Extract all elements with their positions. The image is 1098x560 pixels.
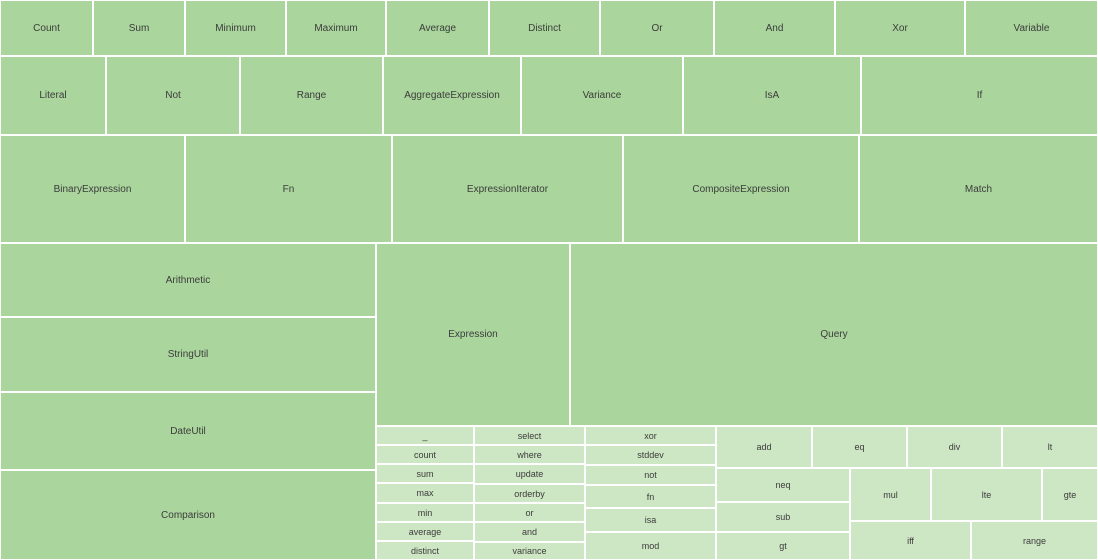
cell-iff-fn[interactable]: iff [850, 521, 971, 560]
cell-div-fn[interactable]: div [907, 426, 1002, 468]
cell-neq-fn[interactable]: neq [716, 468, 850, 502]
cell-underscore[interactable]: _ [376, 426, 474, 445]
cell-eq-fn[interactable]: eq [812, 426, 907, 468]
cell-stddev-fn[interactable]: stddev [585, 445, 716, 465]
cell-range-fn[interactable]: range [971, 521, 1098, 560]
cell-compositeexpression[interactable]: CompositeExpression [623, 135, 859, 243]
cell-gt-fn[interactable]: gt [716, 532, 850, 560]
cell-isa-fn[interactable]: isa [585, 508, 716, 532]
cell-match[interactable]: Match [859, 135, 1098, 243]
cell-update-fn[interactable]: update [474, 464, 585, 484]
cell-isa[interactable]: IsA [683, 56, 861, 135]
cell-variable[interactable]: Variable [965, 0, 1098, 56]
cell-expression[interactable]: Expression [376, 243, 570, 426]
cell-average[interactable]: Average [386, 0, 489, 56]
cell-average-fn[interactable]: average [376, 522, 474, 541]
cell-or-fn[interactable]: or [474, 503, 585, 522]
cell-where-fn[interactable]: where [474, 445, 585, 464]
cell-mul-fn[interactable]: mul [850, 468, 931, 521]
cell-variance[interactable]: Variance [521, 56, 683, 135]
cell-xor-fn[interactable]: xor [585, 426, 716, 445]
cell-count-fn[interactable]: count [376, 445, 474, 464]
cell-lt-fn[interactable]: lt [1002, 426, 1098, 468]
cell-count[interactable]: Count [0, 0, 93, 56]
cell-expressioniterator[interactable]: ExpressionIterator [392, 135, 623, 243]
cell-sub-fn[interactable]: sub [716, 502, 850, 532]
cell-xor[interactable]: Xor [835, 0, 965, 56]
cell-if[interactable]: If [861, 56, 1098, 135]
cell-fn[interactable]: Fn [185, 135, 392, 243]
cell-sum[interactable]: Sum [93, 0, 185, 56]
cell-literal[interactable]: Literal [0, 56, 106, 135]
cell-orderby-fn[interactable]: orderby [474, 484, 585, 503]
cell-query[interactable]: Query [570, 243, 1098, 426]
cell-distinct[interactable]: Distinct [489, 0, 600, 56]
cell-or[interactable]: Or [600, 0, 714, 56]
cell-maximum[interactable]: Maximum [286, 0, 386, 56]
cell-add-fn[interactable]: add [716, 426, 812, 468]
cell-mod-fn[interactable]: mod [585, 532, 716, 560]
cell-distinct-fn[interactable]: distinct [376, 541, 474, 560]
cell-comparison[interactable]: Comparison [0, 470, 376, 560]
cell-max-fn[interactable]: max [376, 483, 474, 503]
cell-dateutil[interactable]: DateUtil [0, 392, 376, 470]
cell-not-fn[interactable]: not [585, 465, 716, 485]
cell-aggregateexpression[interactable]: AggregateExpression [383, 56, 521, 135]
cell-variance-fn[interactable]: variance [474, 542, 585, 560]
cell-arithmetic[interactable]: Arithmetic [0, 243, 376, 317]
cell-min-fn[interactable]: min [376, 503, 474, 522]
cell-and-fn[interactable]: and [474, 522, 585, 542]
cell-binaryexpression[interactable]: BinaryExpression [0, 135, 185, 243]
cell-minimum[interactable]: Minimum [185, 0, 286, 56]
cell-not[interactable]: Not [106, 56, 240, 135]
cell-fn-fn[interactable]: fn [585, 485, 716, 508]
cell-sum-fn[interactable]: sum [376, 464, 474, 483]
cell-range[interactable]: Range [240, 56, 383, 135]
cell-lte-fn[interactable]: lte [931, 468, 1042, 521]
cell-and[interactable]: And [714, 0, 835, 56]
cell-gte-fn[interactable]: gte [1042, 468, 1098, 521]
cell-select-fn[interactable]: select [474, 426, 585, 445]
cell-stringutil[interactable]: StringUtil [0, 317, 376, 392]
